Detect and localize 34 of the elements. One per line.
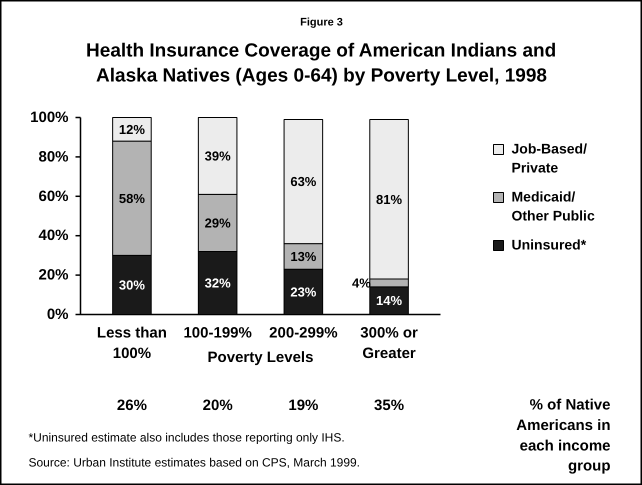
data-label: 13% [290, 248, 317, 264]
x-tick-label: 100-199% [183, 324, 252, 342]
x-tick-label: 300% or Greater [360, 324, 418, 362]
y-tick-label: 100% [30, 109, 69, 126]
source-note: Source: Urban Institute estimates based on CPS, March 1999. [28, 456, 360, 470]
y-tick-label: 0% [46, 306, 69, 323]
x-tick-label: Less than 100% [96, 324, 167, 362]
text: 26% [116, 397, 147, 414]
legend-label: Medicaid/ Other Public [512, 188, 595, 224]
y-tick-label: 40% [38, 227, 69, 244]
text: 19% [288, 397, 318, 414]
data-label: 12% [118, 122, 146, 137]
legend-label: Job-Based/ Private [512, 140, 588, 176]
data-label: 39% [204, 148, 232, 164]
text: *Uninsured estimate also includes those reporting only IHS. [28, 430, 345, 444]
data-label: 58% [118, 190, 146, 206]
data-label: 23% [290, 284, 317, 300]
data-label: 81% [376, 192, 403, 207]
y-tick-label: 80% [38, 148, 69, 166]
x-tick-label: 200-299% [269, 324, 338, 342]
text: 20% [202, 397, 233, 414]
data-label: 63% [290, 174, 317, 190]
data-label: 32% [204, 275, 232, 290]
data-label: 30% [118, 277, 146, 292]
chart-title: Health Insurance Coverage of American Indians and Alaska Natives (Ages 0-64) by Poverty Level, 1998 [86, 40, 556, 87]
y-tick-label: 60% [38, 188, 69, 205]
x-axis-title: Poverty Levels [208, 349, 314, 366]
data-label: 29% [204, 215, 232, 230]
text: % of Native Americans in each income group [516, 396, 611, 475]
data-label: 14% [376, 293, 403, 308]
chart-subtitle: Figure 3 [300, 16, 343, 28]
text: 35% [374, 397, 404, 414]
legend-label: Uninsured* [512, 236, 587, 252]
y-tick-label: 20% [38, 266, 69, 284]
